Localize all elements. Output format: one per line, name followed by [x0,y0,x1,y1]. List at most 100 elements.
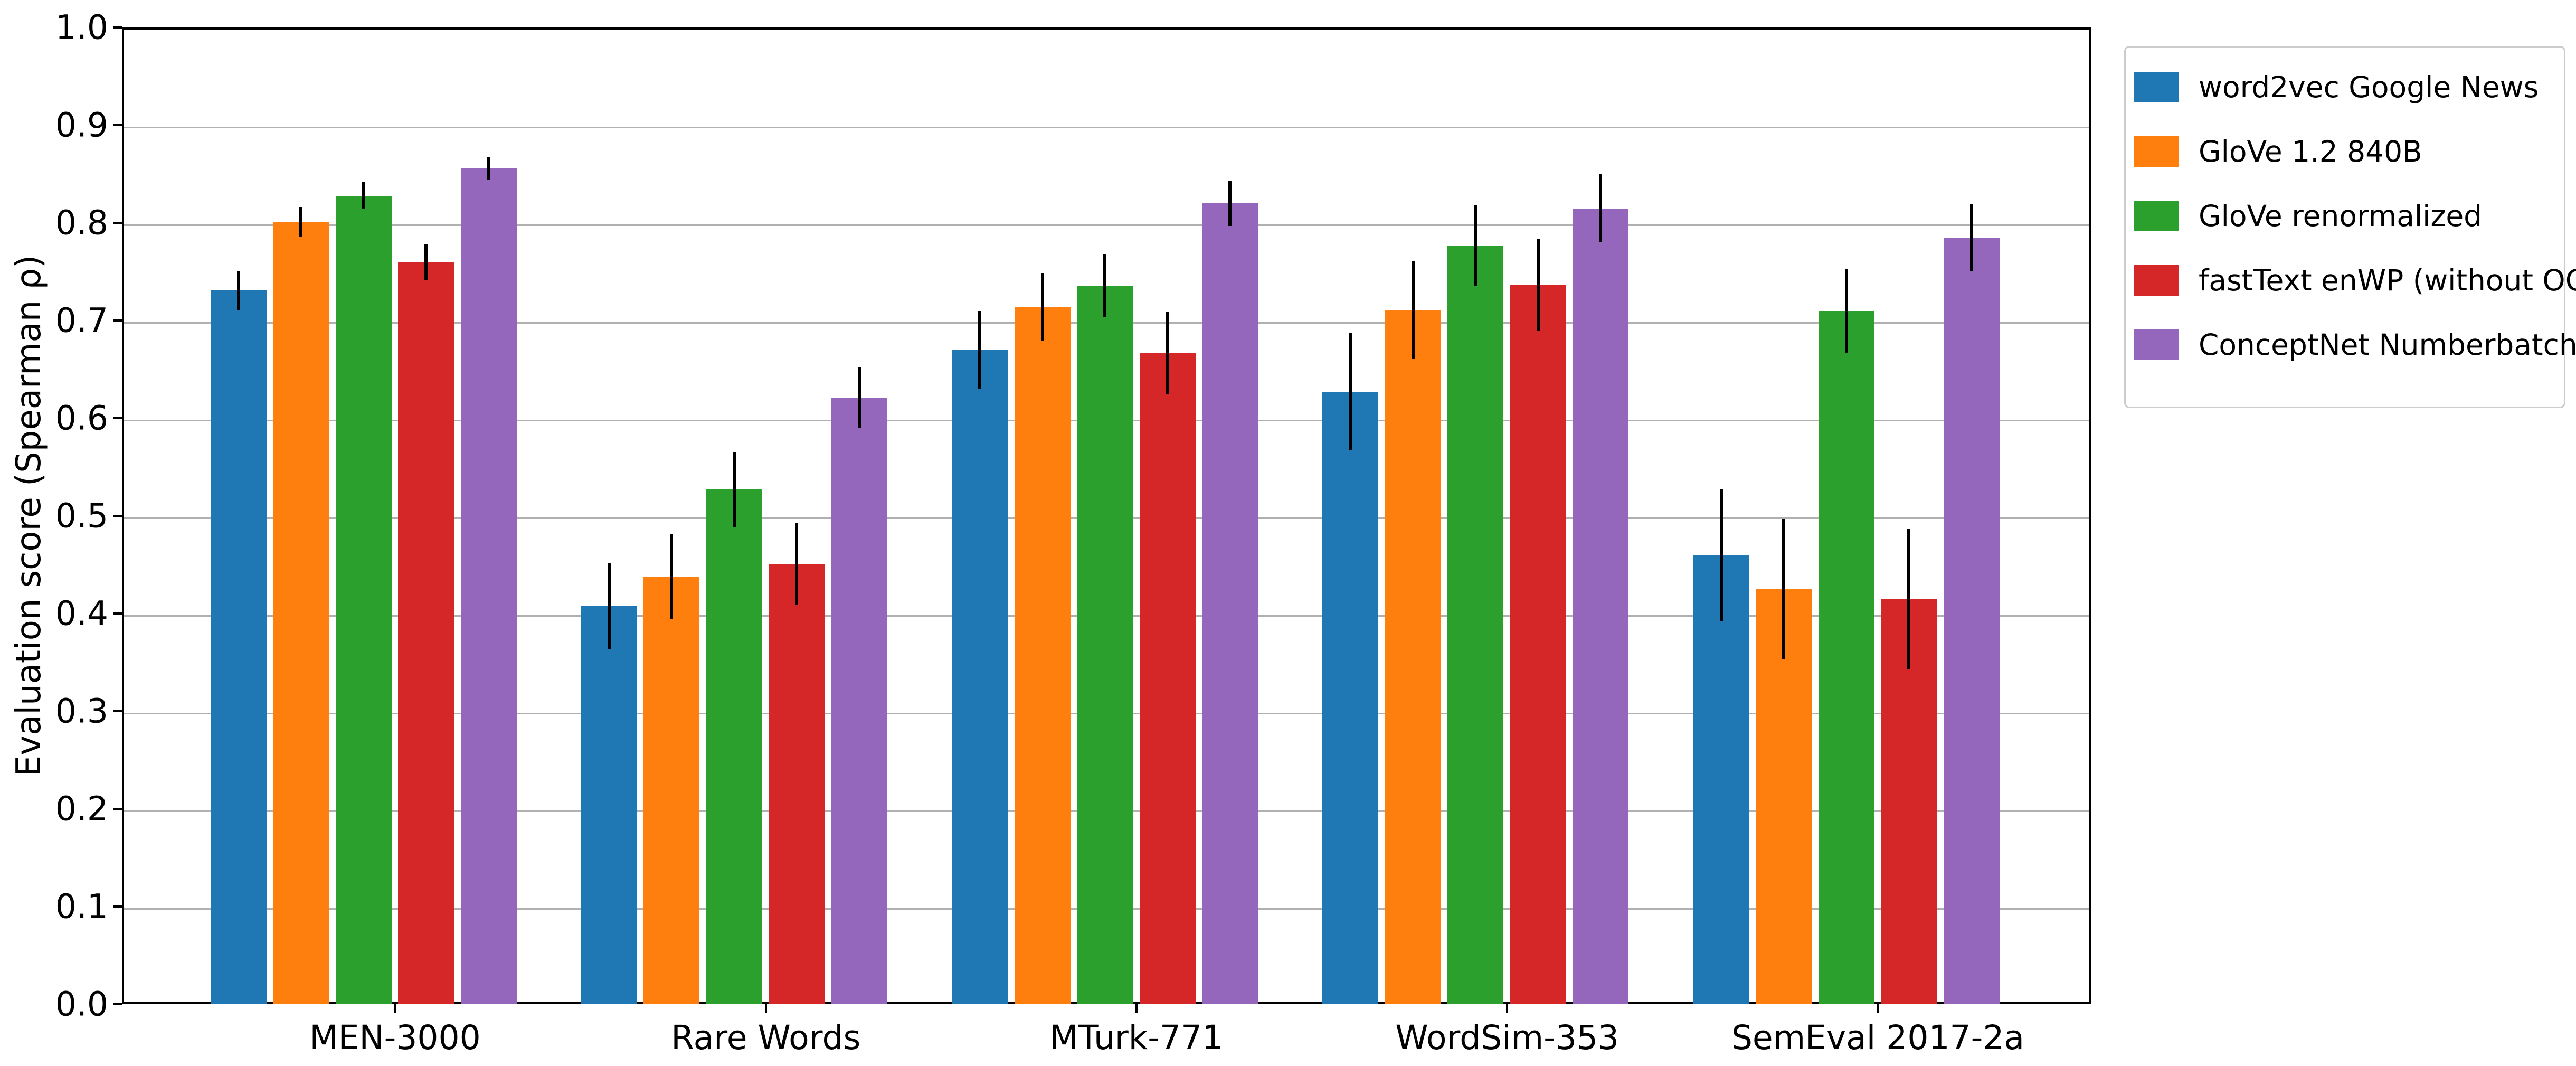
legend-color-swatch [2134,136,2179,167]
error-bar [1536,238,1540,331]
plot-area [122,27,2091,1004]
error-bar [978,310,981,389]
error-bar [1228,181,1232,226]
error-bar [1969,204,1973,271]
legend-item: GloVe renormalized [2134,201,2553,231]
error-bar [795,523,799,605]
y-tick [113,710,122,712]
y-tick [113,26,122,29]
bar-word2vec-google-news-semeval-2017-2a [1693,555,1749,1004]
bar-fasttext-enwp-without-oov--men-3000 [398,262,454,1004]
y-tick [113,515,122,517]
bar-conceptnet-numberbatch-17-04-semeval-2017-2a [1943,238,2000,1004]
bar-glove-renormalized-rare-words [706,489,762,1004]
legend-color-swatch [2134,329,2179,360]
bar-glove-renormalized-semeval-2017-2a [1818,310,1874,1004]
y-tick-label: 0.6 [55,399,108,438]
bar-word2vec-google-news-mturk-771 [952,350,1008,1004]
y-tick-label: 0.8 [55,203,108,242]
y-tick-label: 0.9 [55,106,108,145]
bar-glove-renormalized-wordsim-353 [1447,245,1504,1004]
error-bar [607,563,611,649]
bar-fasttext-enwp-without-oov--rare-words [769,563,825,1004]
bar-word2vec-google-news-wordsim-353 [1322,392,1379,1004]
y-tick [113,905,122,908]
bar-glove-1-2-840b-men-3000 [273,222,329,1004]
error-bar [299,207,302,237]
x-tick [764,1004,767,1013]
legend: word2vec Google News GloVe 1.2 840B GloVe … [2124,46,2576,408]
bar-conceptnet-numberbatch-17-04-mturk-771 [1202,203,1258,1004]
error-bar [1349,333,1352,451]
bar-fasttext-enwp-without-oov--mturk-771 [1139,353,1196,1004]
x-tick [1135,1004,1138,1013]
bar-glove-renormalized-mturk-771 [1077,285,1133,1004]
legend-label: GloVe renormalized [2199,199,2483,233]
error-bar [362,182,365,210]
y-tick [113,124,122,126]
error-bar [1719,488,1723,622]
bar-glove-renormalized-men-3000 [335,195,392,1004]
error-bar [1599,174,1603,243]
y-tick [113,612,122,615]
legend-label: GloVe 1.2 840B [2199,134,2422,168]
error-bar [424,244,428,280]
x-tick [1877,1004,1879,1013]
bar-conceptnet-numberbatch-17-04-rare-words [831,398,887,1004]
bar-word2vec-google-news-men-3000 [210,290,267,1004]
x-tick-label-wordsim-353: WordSim-353 [1395,1018,1620,1057]
y-tick-label: 0.3 [55,692,108,731]
error-bar [732,452,736,527]
y-tick [113,1003,122,1005]
error-bar [1411,261,1415,359]
x-tick-label-semeval-2017-2a: SemEval 2017-2a [1731,1018,2025,1057]
legend-item: ConceptNet Numberbatch 17.04 [2134,329,2576,360]
y-tick [113,222,122,224]
y-tick [113,417,122,419]
error-bar [1844,269,1848,353]
error-bar [1474,205,1478,286]
y-tick-label: 0.2 [55,789,108,828]
y-tick-label: 0.5 [55,496,108,535]
error-bar [1907,529,1910,669]
error-bar [1103,254,1106,317]
legend-color-swatch [2134,265,2179,296]
legend-item: fastText enWP (without OOV) [2134,265,2576,296]
legend-label: ConceptNet Numberbatch 17.04 [2199,327,2576,362]
x-tick-label-rare-words: Rare Words [671,1018,861,1057]
y-tick-label: 0.0 [55,985,108,1024]
y-tick-label: 0.7 [55,301,108,340]
x-tick [1506,1004,1509,1013]
bar-glove-1-2-840b-wordsim-353 [1385,309,1441,1004]
gridline [124,224,2089,226]
error-bar [1782,518,1785,660]
legend-color-swatch [2134,201,2179,231]
bar-conceptnet-numberbatch-17-04-wordsim-353 [1573,208,1629,1004]
gridline [124,126,2089,128]
bar-glove-1-2-840b-rare-words [643,577,700,1004]
bar-word2vec-google-news-rare-words [581,606,637,1004]
legend-item: word2vec Google News [2134,72,2553,102]
error-bar [857,367,861,428]
x-tick [394,1004,396,1013]
bar-glove-1-2-840b-mturk-771 [1014,307,1071,1004]
y-tick [113,808,122,810]
error-bar [487,156,490,180]
error-bar [236,270,240,310]
legend-label: word2vec Google News [2199,70,2539,104]
error-bar [1166,312,1169,394]
legend-color-swatch [2134,72,2179,102]
error-bar [670,534,674,619]
error-bar [1040,272,1044,342]
legend-item: GloVe 1.2 840B [2134,136,2553,167]
legend-label: fastText enWP (without OOV) [2199,263,2576,297]
y-tick [113,319,122,322]
x-tick-label-men-3000: MEN-3000 [309,1018,481,1057]
y-tick-label: 0.1 [55,887,108,926]
x-tick-label-mturk-771: MTurk-771 [1049,1018,1224,1057]
y-tick-label: 0.4 [55,594,108,633]
bar-fasttext-enwp-without-oov--wordsim-353 [1510,284,1566,1004]
bar-conceptnet-numberbatch-17-04-men-3000 [460,168,517,1004]
y-tick-label: 1.0 [55,8,108,47]
